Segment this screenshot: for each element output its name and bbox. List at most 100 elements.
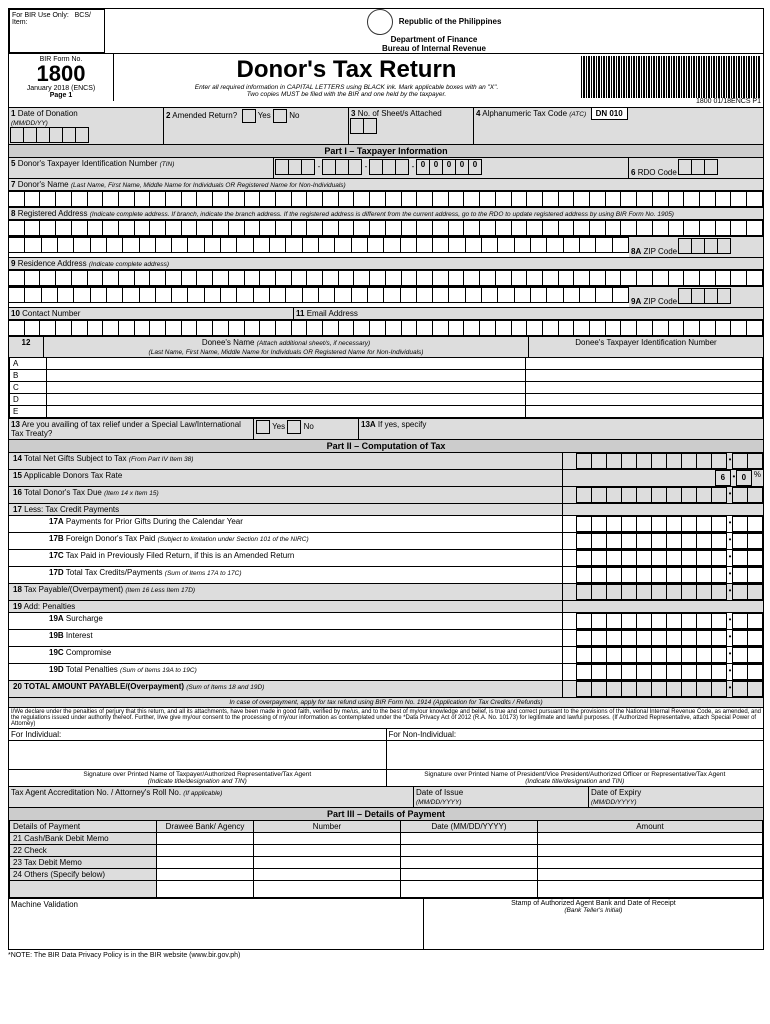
row-14: 14 Total Net Gifts Subject to Tax (From … bbox=[9, 452, 763, 469]
f5-label: Donor's Taxpayer Identification Number bbox=[18, 159, 158, 168]
f13-yn: Yes No bbox=[254, 419, 359, 439]
tin-z4: 0 bbox=[468, 159, 482, 175]
donee-row-b: B bbox=[10, 370, 47, 382]
f13a-label: If yes, specify bbox=[378, 420, 426, 429]
sheets-boxes[interactable] bbox=[351, 118, 471, 134]
pay-21: 21 Cash/Bank Debit Memo bbox=[10, 833, 157, 845]
overpayment-note: In case of overpayment, apply for tax re… bbox=[9, 697, 763, 707]
form-title: Donor's Tax Return bbox=[116, 56, 577, 84]
row-19d: 19D Total Penalties (Sum of Items 19A to… bbox=[9, 663, 763, 680]
addr-boxes2[interactable]: for(let i=0;i<38;i++)document.write('<di… bbox=[9, 236, 763, 257]
stamp-sub: (Bank Teller's Initial) bbox=[564, 907, 622, 914]
row-5-6: 5 Donor's Taxpayer Identification Number… bbox=[9, 157, 763, 178]
zip-9a[interactable] bbox=[679, 288, 731, 304]
for-nonindividual: For Non-Individual: bbox=[387, 729, 764, 740]
field-4: 4 Alphanumeric Tax Code (ATC) DN 010 bbox=[474, 108, 763, 144]
pay-h1: Drawee Bank/ Agency bbox=[157, 821, 254, 833]
row-15: 15 Applicable Donors Tax Rate6•0% bbox=[9, 469, 763, 486]
form-page: Page 1 bbox=[11, 92, 111, 99]
title-sub1: Enter all required information in CAPITA… bbox=[116, 84, 577, 91]
donee-row-e: E bbox=[10, 406, 47, 418]
zip-8a[interactable] bbox=[679, 238, 731, 254]
header: For BIR Use Only: BCS/ Item: Republic of… bbox=[9, 9, 763, 53]
tin-z0: 0 bbox=[416, 159, 430, 175]
use-only-box: For BIR Use Only: BCS/ Item: bbox=[9, 9, 105, 53]
relief-yes-checkbox[interactable] bbox=[256, 420, 270, 434]
res-boxes2[interactable]: for(let i=0;i<38;i++)document.write('<di… bbox=[9, 286, 763, 307]
row-10-11: 10 Contact Number 11 Email Address bbox=[9, 307, 763, 319]
row-1-4: 1 Date of Donation(MM/DD/YY) 2 Amended R… bbox=[9, 107, 763, 144]
name-boxes[interactable]: for(let i=0;i<48;i++)document.write('<di… bbox=[9, 190, 763, 207]
tax-agent-row: Tax Agent Accreditation No. / Attorney's… bbox=[9, 786, 763, 807]
dept-label: Department of Finance bbox=[391, 35, 478, 44]
f11-num: 11 bbox=[296, 309, 304, 318]
field-6: 6 RDO Code bbox=[629, 158, 763, 178]
f1-sub: (MM/DD/YY) bbox=[11, 120, 48, 127]
f13-num: 13 bbox=[11, 420, 20, 429]
f9a-label: ZIP Code bbox=[643, 297, 677, 306]
row-19a: 19A Surcharge• bbox=[9, 612, 763, 629]
row-18: 18 Tax Payable/(Overpayment) (Item 16 Le… bbox=[9, 583, 763, 600]
barcode-ref: 1800 01/18ENCS P1 bbox=[581, 98, 761, 105]
payment-table: Details of PaymentDrawee Bank/ AgencyNum… bbox=[9, 820, 763, 898]
field-11: 11 Email Address bbox=[294, 308, 763, 319]
barcode-box: 1800 01/18ENCS P1 bbox=[579, 54, 763, 107]
amended-yes-checkbox[interactable] bbox=[242, 109, 256, 123]
f9-sub: (Indicate complete address) bbox=[89, 261, 169, 268]
amended-no-checkbox[interactable] bbox=[273, 109, 287, 123]
field-8: 8 Registered Address (Indicate complete … bbox=[9, 208, 763, 219]
donee-a-name[interactable] bbox=[47, 358, 526, 370]
f12-sub2: (Last Name, First Name, Middle Name for … bbox=[149, 349, 424, 356]
donee-a-tin[interactable] bbox=[526, 358, 763, 370]
row-19: 19 Add: Penalties bbox=[9, 600, 763, 612]
declaration: I/We declare under the penalties of perj… bbox=[9, 707, 763, 728]
no13: No bbox=[304, 422, 314, 431]
field-1: 1 Date of Donation(MM/DD/YY) bbox=[9, 108, 164, 144]
field-7: 7 Donor's Name (Last Name, First Name, M… bbox=[9, 179, 763, 190]
pay-h4: Amount bbox=[538, 821, 763, 833]
f9-num: 9 bbox=[11, 259, 15, 268]
row-19b: 19B Interest• bbox=[9, 629, 763, 646]
machine-validation: Machine Validation bbox=[9, 899, 424, 949]
field-12: Donee's Name (Attach additional sheet/s,… bbox=[44, 337, 529, 357]
field-9: 9 Residence Address (Indicate complete a… bbox=[9, 258, 763, 269]
rdo-boxes[interactable] bbox=[679, 159, 718, 175]
section-part2: Part II – Computation of Tax bbox=[9, 439, 763, 452]
seal-icon bbox=[367, 9, 393, 35]
f10-num: 10 bbox=[11, 309, 20, 318]
row-17: 17 Less: Tax Credit Payments bbox=[9, 503, 763, 515]
pay-22: 22 Check bbox=[10, 845, 157, 857]
row-16: 16 Total Donor's Tax Due (Item 14 x Item… bbox=[9, 486, 763, 503]
donee-row-d: D bbox=[10, 394, 47, 406]
f8a-num: 8A bbox=[631, 247, 641, 256]
form-number-box: BIR Form No. 1800 January 2018 (ENCS) Pa… bbox=[9, 54, 114, 101]
tin-input[interactable]: - - - 0 0 0 0 0 bbox=[274, 158, 629, 178]
contact-boxes[interactable]: for(let i=0;i<48;i++)document.write('<di… bbox=[9, 319, 763, 336]
res-boxes1[interactable]: for(let i=0;i<48;i++)document.write('<di… bbox=[9, 269, 763, 286]
f4-sub: (ATC) bbox=[569, 111, 586, 118]
f8-label: Registered Address bbox=[18, 209, 88, 218]
yes-label: Yes bbox=[258, 111, 271, 120]
f7-sub: (Last Name, First Name, Middle Name for … bbox=[71, 182, 346, 189]
field-8a: 8A ZIP Code bbox=[629, 237, 763, 257]
addr-boxes1[interactable]: for(let i=0;i<48;i++)document.write('<di… bbox=[9, 219, 763, 236]
stamp-label: Stamp of Authorized Agent Bank and Date … bbox=[511, 900, 676, 907]
date-boxes[interactable] bbox=[11, 127, 161, 143]
relief-no-checkbox[interactable] bbox=[287, 420, 301, 434]
f13-label: Are you availing of tax relief under a S… bbox=[11, 420, 241, 438]
f11-label: Email Address bbox=[307, 309, 358, 318]
pay-h3: Date (MM/DD/YYYY) bbox=[401, 821, 538, 833]
f6-num: 6 bbox=[631, 168, 635, 177]
rate-dec: 0 bbox=[736, 470, 752, 486]
f10-label: Contact Number bbox=[22, 309, 80, 318]
field-13a: 13A If yes, specify bbox=[359, 419, 763, 439]
barcode-icon bbox=[581, 56, 761, 98]
sig-space[interactable] bbox=[9, 740, 763, 769]
footer-note: *NOTE: The BIR Data Privacy Policy is in… bbox=[8, 952, 762, 959]
title-sub2: Two copies MUST be filed with the BIR an… bbox=[116, 91, 577, 98]
tin-z2: 0 bbox=[442, 159, 456, 175]
for-individual: For Individual: bbox=[9, 729, 387, 740]
f8a-label: ZIP Code bbox=[643, 247, 677, 256]
donee-table: A B C D E bbox=[9, 357, 763, 418]
rate-int: 6 bbox=[715, 470, 731, 486]
